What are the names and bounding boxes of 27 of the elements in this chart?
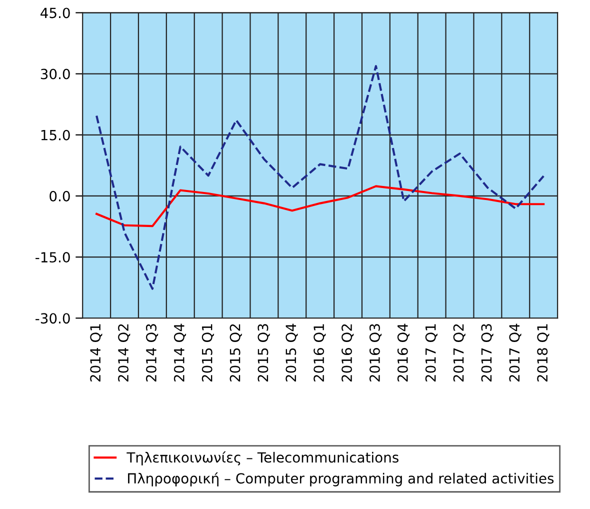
x-tick-label: 2016 Q2: [342, 324, 354, 382]
x-tick-label: 2017 Q3: [481, 324, 494, 382]
x-tick-label: 2015 Q1: [202, 324, 214, 382]
y-tick-label: 0.0: [50, 190, 70, 202]
y-tick-label: -30.0: [36, 313, 70, 324]
x-tick-label: 2015 Q4: [286, 324, 298, 382]
x-tick-label: 2017 Q4: [509, 324, 522, 382]
x-tick-label: 2014 Q1: [90, 324, 102, 382]
x-tick-label: 2016 Q1: [314, 324, 326, 382]
x-tick-label: 2017 Q2: [453, 324, 466, 382]
x-tick-label: 2017 Q1: [425, 324, 438, 382]
y-tick-label: 30.0: [40, 68, 70, 80]
y-tick-label: 15.0: [41, 130, 70, 140]
x-tick-label: 2015 Q3: [258, 324, 270, 382]
x-tick-label: 2014 Q3: [146, 324, 158, 382]
x-tick-label: 2016 Q3: [369, 324, 382, 382]
legend-label: Πληροφορική – Computer programming and related activities: [128, 472, 554, 486]
line-series: [96, 185, 545, 228]
x-tick-label: 2014 Q4: [174, 324, 186, 382]
legend-label: Τηλεπικοινωνίες – Telecommunications: [126, 451, 398, 466]
x-tick-label: 2015 Q2: [230, 324, 242, 382]
y-tick-label: -15.0: [36, 252, 70, 263]
x-tick-label: 2016 Q4: [397, 324, 410, 382]
x-tick-label: 2018 Q1: [537, 324, 550, 382]
y-tick-label: 45.0: [40, 8, 70, 18]
line-series: [96, 65, 545, 290]
x-tick-label: 2014 Q2: [118, 324, 130, 382]
